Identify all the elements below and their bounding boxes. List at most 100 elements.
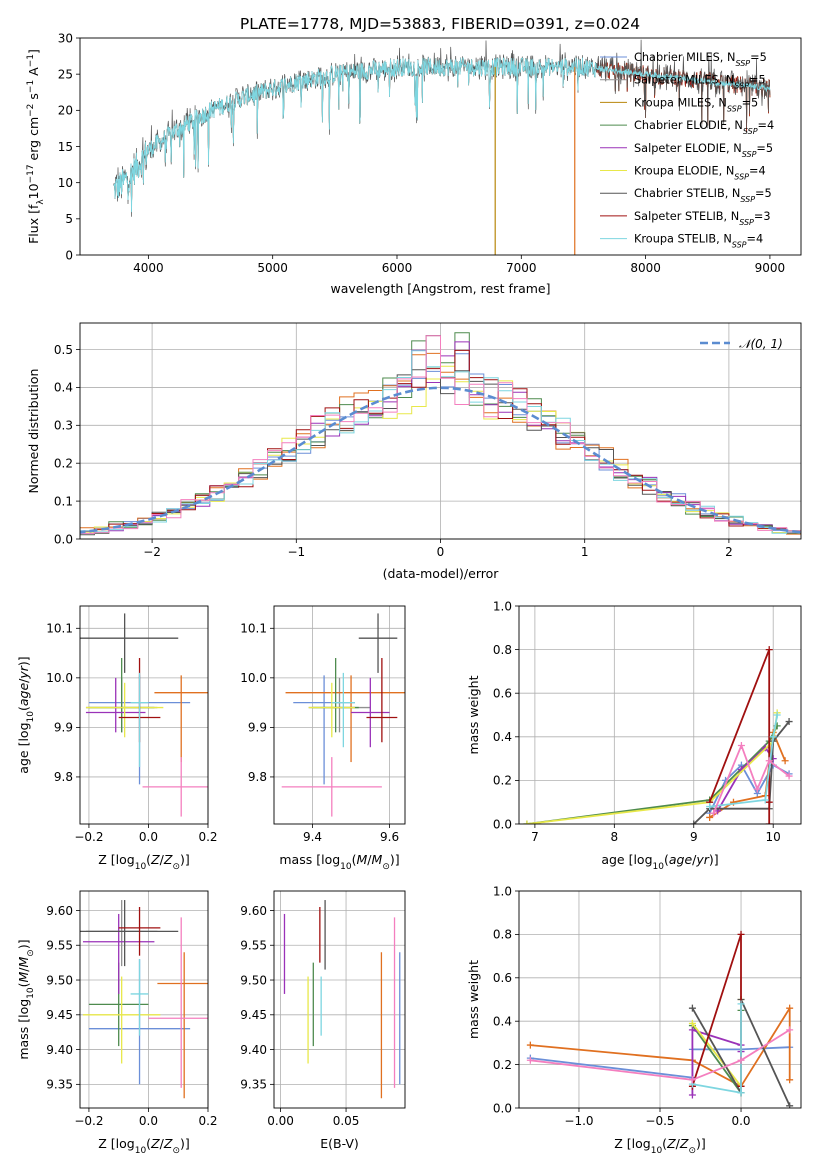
x-tick-label: −1.0 [564, 1114, 593, 1128]
label-part: M [16, 972, 31, 983]
legend-suffix: =5 [749, 74, 766, 87]
spectrum-series [113, 39, 771, 255]
label-part: ( [662, 1136, 667, 1151]
errorbar-point [281, 757, 382, 817]
weight-marker [773, 711, 781, 719]
age_vs_mass-frame [273, 605, 406, 825]
label-part: ( [16, 983, 31, 988]
x-tick-label: 7 [531, 830, 539, 844]
legend-subscript: SSP [732, 240, 747, 249]
label-part: s [26, 93, 41, 104]
legend-text: Salpeter ELODIE, N [634, 142, 742, 155]
x-tick-label: −1 [287, 545, 305, 559]
label-part: Z [ [614, 1136, 631, 1151]
weight-marker [688, 1091, 696, 1099]
y-tick-label: 0 [65, 248, 73, 262]
label-part: 10 [653, 862, 665, 872]
y-tick-label: 1.0 [493, 884, 512, 898]
legend-text: Salpeter MILES, N [634, 74, 734, 87]
y-tick-label: 0.8 [493, 643, 512, 657]
x-tick-label: 0.0 [139, 1114, 158, 1128]
y-tick-label: 0.0 [493, 817, 512, 831]
label-part: ( [664, 852, 669, 867]
legend-text: Salpeter STELIB, N [634, 210, 739, 223]
label-part: / [676, 1136, 681, 1151]
label-part: log [16, 722, 31, 741]
x-tick-label: 1 [581, 545, 589, 559]
label-part: 10 [340, 862, 352, 872]
label-part: age [16, 683, 31, 707]
y-tick-label: 9.35 [46, 1078, 73, 1092]
legend-text: Chabrier STELIB, N [634, 187, 740, 200]
age_vs_Z-points [80, 613, 208, 817]
y-tick-label: 9.60 [240, 904, 267, 918]
label-part: M [16, 956, 31, 967]
weight_vs_Z-frame [518, 890, 802, 1109]
label-part: erg cm [26, 117, 41, 165]
weight-marker [781, 757, 789, 765]
x-tick-label: −0.2 [74, 830, 103, 844]
spectrum-x-axis-label: wavelength [Angstrom, rest frame] [330, 281, 550, 296]
y-tick-label: 0.4 [493, 1015, 512, 1029]
errorbar-point [331, 672, 355, 748]
weight-marker [706, 813, 714, 821]
y-tick-label: 0.6 [493, 687, 512, 701]
weight-marker [710, 809, 718, 817]
x-tick-label: 0.00 [267, 1114, 294, 1128]
errorbar-point [85, 682, 164, 738]
legend-suffix: =4 [749, 165, 766, 178]
label-part: 10 [135, 862, 147, 872]
label-part: 10 [26, 711, 36, 723]
x-tick-label: 10 [766, 830, 781, 844]
label-part: log [116, 1136, 135, 1151]
errorbar-point [366, 658, 398, 743]
x-tick-label: −0.2 [74, 1114, 103, 1128]
weight-marker [786, 1076, 794, 1084]
weight-marker [690, 820, 698, 824]
label-part: yr [695, 852, 709, 867]
age_vs_mass-points [281, 613, 405, 817]
label-part: 10 [26, 183, 41, 199]
label-part: 10 [651, 1146, 663, 1156]
weight_vs_Z-series [526, 930, 794, 1108]
weight-marker [765, 646, 773, 654]
weight-marker [786, 1026, 794, 1034]
label-part: Z [679, 1136, 689, 1151]
weight-marker [737, 1056, 745, 1064]
y-tick-label: 0.4 [54, 381, 73, 395]
x-tick-label: 2 [725, 545, 733, 559]
x-tick-label: 6000 [382, 261, 413, 275]
weight-marker [688, 1019, 696, 1027]
label-part: mass [ [279, 852, 321, 867]
x-tick-label: 8000 [630, 261, 661, 275]
label-part: 10 [26, 987, 36, 999]
mass_vs_Z-axes: −0.2 0.0 0.2 9.35 9.40 9.45 9.50 9.55 9.60 [46, 891, 218, 1128]
errorbar-point [82, 913, 155, 994]
y-tick-label: 0.3 [54, 419, 73, 433]
spectrum-frame [79, 37, 802, 256]
errorbar-point [82, 976, 161, 1064]
x-tick-label: 9.6 [380, 830, 399, 844]
y-tick-label: 0.2 [493, 774, 512, 788]
legend-suffix: =3 [754, 210, 771, 223]
errorbar-point [85, 900, 158, 967]
weight-marker [526, 1056, 534, 1064]
mass_vs_Z-frame [79, 890, 209, 1109]
y-tick-label: 0.2 [54, 457, 73, 471]
weight_vs_Z-y-axis-label: mass weight [466, 960, 481, 1039]
x-tick-label: 9.4 [303, 830, 322, 844]
y-tick-label: 9.9 [248, 721, 267, 735]
y-tick-label: 30 [58, 31, 73, 45]
errorbar-point [130, 672, 149, 768]
weight-marker [737, 1000, 745, 1008]
y-tick-label: 0.4 [493, 730, 512, 744]
label-part: )] [390, 852, 400, 867]
errorbar-point [308, 677, 371, 733]
y-tick-label: 0.1 [54, 494, 73, 508]
weight-series-line [708, 648, 771, 824]
y-tick-label: 15 [58, 140, 73, 154]
label-part: age [ [601, 852, 633, 867]
label-part: 10 [135, 1146, 147, 1156]
errorbar-point [293, 675, 355, 785]
label-part: / [160, 1136, 165, 1151]
